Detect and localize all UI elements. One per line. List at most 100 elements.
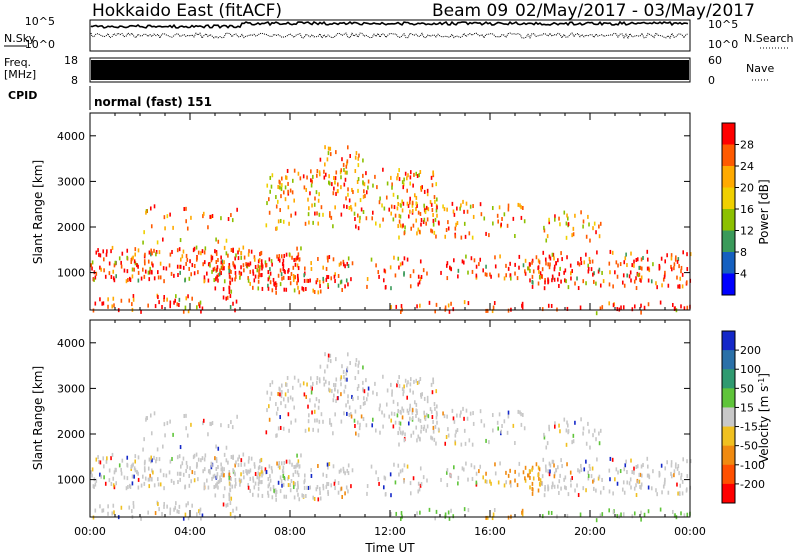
velocity-cell (364, 401, 366, 406)
velocity-cell (561, 464, 563, 469)
velocity-cell (592, 433, 594, 438)
power-cell (628, 274, 631, 279)
velocity-cell (193, 471, 196, 476)
power-cell (232, 261, 234, 266)
power-cell (267, 286, 270, 291)
velocity-cell (300, 453, 302, 458)
velocity-cell (120, 471, 123, 476)
power-cell (240, 255, 243, 260)
power-cell (155, 252, 157, 257)
power-cell (181, 254, 184, 259)
velocity-cell (120, 505, 123, 510)
power-cell (254, 274, 257, 279)
velocity-cell (134, 459, 137, 464)
velocity-cell (229, 487, 231, 492)
power-cell (343, 204, 345, 209)
power-cell (182, 265, 185, 270)
velocity-cell (409, 377, 412, 382)
power-cell (358, 219, 361, 224)
power-cell (574, 281, 576, 286)
velocity-cell (531, 491, 534, 496)
power-cell (115, 274, 117, 279)
velocity-cell (216, 472, 219, 477)
velocity-cell (322, 486, 325, 491)
velocity-cell (231, 425, 234, 430)
velocity-cell (157, 482, 160, 487)
velocity-cell (455, 429, 457, 434)
velocity-cell (107, 504, 109, 509)
velocity-cell (372, 390, 374, 395)
power-cell (340, 175, 342, 180)
power-cell (485, 231, 487, 236)
velocity-cell (267, 493, 270, 498)
power-cell (475, 275, 478, 280)
velocity-cell (101, 508, 104, 513)
power-cell (329, 146, 332, 151)
velocity-cell (663, 481, 666, 486)
velocity-cell (99, 472, 101, 477)
velocity-cell (454, 441, 457, 446)
power-cell (547, 303, 550, 308)
velocity-cell (558, 490, 560, 495)
power-cell (472, 204, 474, 209)
velocity-cell (547, 484, 549, 489)
power-cell (635, 276, 637, 281)
power-cell (614, 270, 616, 275)
power-cell (201, 306, 204, 311)
power-cell (402, 201, 405, 206)
power-cell (328, 174, 330, 179)
velocity-cell (281, 390, 283, 395)
power-cell (311, 203, 313, 208)
velocity-cell (328, 381, 330, 386)
velocity-cell (346, 352, 349, 357)
velocity-cell (337, 490, 340, 495)
power-cell (297, 266, 300, 271)
power-cell (475, 273, 478, 278)
power-cell (370, 257, 373, 262)
velocity-cell (327, 358, 330, 363)
velocity-cell (144, 468, 146, 473)
power-cell (348, 205, 351, 210)
power-cell (430, 175, 433, 180)
power-cell (432, 222, 435, 227)
power-cell (159, 261, 162, 266)
velocity-cell (411, 410, 414, 415)
power-cell (120, 260, 122, 265)
power-cell (222, 287, 225, 292)
power-cell (292, 273, 295, 278)
velocity-cell (202, 421, 204, 426)
velocity-cell (132, 501, 135, 506)
velocity-cell (517, 409, 520, 414)
colorbar-tick-label: -50 (740, 440, 758, 453)
power-cell (457, 268, 460, 273)
power-cell (431, 229, 434, 234)
power-cell (365, 190, 368, 195)
velocity-cell (108, 468, 111, 473)
x-tick-label: 00:00 (674, 525, 706, 538)
velocity-cell (670, 474, 673, 479)
power-cell (350, 207, 353, 212)
power-cell (541, 307, 544, 312)
power-cell (357, 156, 360, 161)
velocity-cell (608, 489, 611, 494)
power-cell (630, 251, 632, 256)
velocity-cell (484, 479, 487, 484)
power-cell (569, 263, 572, 268)
velocity-cell (153, 411, 156, 416)
velocity-cell (617, 470, 619, 475)
power-cell (106, 249, 108, 254)
velocity-cell (269, 474, 271, 479)
power-cell (598, 234, 601, 239)
power-cell (426, 217, 429, 222)
cpid-label: CPID (8, 89, 37, 102)
power-cell (249, 261, 252, 266)
frequency-trace-fill (91, 60, 689, 80)
velocity-cell (259, 472, 261, 477)
velocity-cell (220, 472, 223, 477)
power-cell (354, 155, 357, 160)
velocity-cell (313, 409, 316, 414)
velocity-cell (268, 482, 271, 487)
power-cell (162, 237, 164, 242)
power-cell (472, 214, 475, 219)
power-cell (347, 256, 350, 261)
